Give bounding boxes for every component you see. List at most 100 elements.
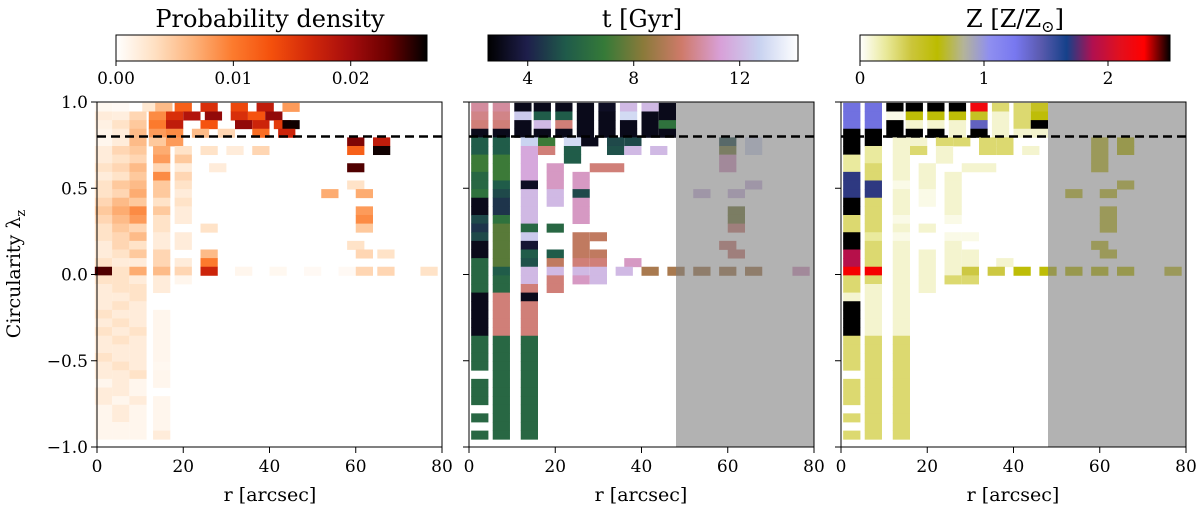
heatmap-cell — [641, 266, 659, 276]
heatmap-cell — [153, 249, 171, 259]
heatmap-cell — [174, 163, 192, 173]
heatmap-cell — [129, 378, 147, 388]
heatmap-cell — [905, 120, 923, 130]
x-tick-label: 0 — [92, 457, 103, 477]
heatmap-cell — [864, 171, 882, 181]
heatmap-cell — [520, 378, 538, 388]
heatmap-cell — [892, 283, 910, 294]
heatmap-cell — [892, 361, 910, 371]
heatmap-cell — [658, 102, 676, 112]
heatmap-cell — [641, 111, 659, 121]
heatmap-cell — [864, 128, 882, 138]
heatmap-cell — [235, 120, 253, 130]
x-tick-label: 80 — [803, 457, 825, 477]
heatmap-cell — [94, 111, 113, 121]
heatmap-cell — [347, 180, 365, 190]
heatmap-cell — [892, 275, 910, 285]
heatmap-cell — [94, 206, 113, 216]
heatmap-cell — [471, 120, 489, 130]
heatmap-cell — [129, 258, 147, 268]
heatmap-cell — [948, 120, 967, 130]
heatmap-cell — [843, 111, 861, 121]
heatmap-cell — [970, 128, 988, 138]
heatmap-cell — [492, 223, 510, 233]
heatmap-cell — [94, 352, 113, 363]
x-axis-label: r [arcsec] — [967, 484, 1060, 506]
heatmap-cell — [338, 266, 356, 276]
heatmap-cell — [153, 335, 171, 345]
heatmap-cell — [520, 223, 538, 233]
heatmap-cell — [843, 292, 861, 302]
heatmap-cell — [174, 171, 192, 181]
heatmap-cell — [864, 404, 882, 414]
heatmap-cell — [129, 301, 147, 311]
heatmap-cell — [183, 111, 201, 121]
panel-metallicity: Z [Z/Z⊙] 0 1 2 0 20 40 60 80 r [arcsec] — [835, 5, 1197, 506]
heatmap-cell — [843, 275, 861, 285]
heatmap-cell — [112, 318, 130, 328]
heatmap-cell — [471, 413, 489, 423]
heatmap-cell — [843, 352, 861, 363]
heatmap-cell — [492, 344, 510, 354]
heatmap-cell — [129, 387, 147, 397]
heatmap-cell — [373, 145, 391, 156]
heatmap-cell — [607, 163, 625, 173]
heatmap-cell — [471, 137, 489, 147]
heatmap-cell — [520, 309, 538, 319]
heatmap-cell — [94, 128, 113, 138]
heatmap-cell — [94, 413, 113, 423]
heatmap-cell — [892, 292, 910, 302]
heatmap-cell — [153, 197, 171, 207]
heatmap-cell — [94, 421, 113, 432]
heatmap-cell — [112, 266, 130, 276]
heatmap-cell — [471, 214, 489, 225]
colorbar-tick-label: 2 — [1103, 69, 1114, 89]
heatmap-cell — [918, 197, 936, 207]
heatmap-cell — [892, 318, 910, 328]
heatmap-cell — [864, 163, 882, 173]
heatmap-cell — [174, 258, 192, 268]
heatmap-cell — [892, 232, 910, 242]
heatmap-cell — [112, 232, 130, 242]
heatmap-cell — [572, 171, 590, 181]
heatmap-cell — [94, 266, 113, 276]
y-tick-label: −1.0 — [47, 438, 88, 458]
heatmap-cell — [155, 102, 173, 112]
heatmap-cell — [658, 111, 676, 121]
heatmap-cell — [843, 318, 861, 328]
heatmap-cell — [471, 327, 489, 337]
heatmap-cell — [892, 154, 910, 164]
heatmap-cell — [129, 292, 147, 302]
heatmap-cell — [520, 430, 538, 440]
heatmap-cell — [112, 240, 130, 250]
colorbar-title: Probability density — [155, 5, 385, 33]
heatmap-cell — [843, 102, 861, 112]
heatmap-cell — [864, 240, 882, 250]
heatmap-cell — [864, 413, 882, 423]
heatmap-cell — [953, 137, 971, 147]
heatmap-cell — [166, 137, 184, 147]
y-axis-ticks: 1.0 0.5 0.0 −0.5 −1.0 — [47, 93, 97, 458]
heatmap-cell — [94, 430, 113, 440]
heatmap-cell — [112, 137, 130, 147]
heatmap-cell — [492, 163, 510, 173]
heatmap-cell — [538, 137, 556, 147]
heatmap-cell — [563, 145, 582, 156]
heatmap-cell — [1030, 102, 1048, 112]
heatmap-cell — [843, 145, 861, 156]
heatmap-cell — [905, 102, 923, 112]
heatmap-cell — [94, 335, 113, 345]
heatmap-cell — [112, 180, 130, 190]
heatmap-cell — [492, 421, 510, 432]
heatmap-cell — [514, 120, 532, 130]
heatmap-cell — [112, 163, 130, 173]
heatmap-cell — [256, 102, 274, 112]
heatmap-cell — [843, 206, 861, 216]
x-tick-label: 20 — [916, 457, 938, 477]
heatmap-cell — [918, 189, 936, 199]
heatmap-cell — [94, 318, 113, 328]
heatmap-cell — [996, 145, 1014, 156]
colorbar — [487, 34, 799, 62]
heatmap-cell — [269, 266, 287, 276]
heatmap-cell — [200, 258, 218, 268]
